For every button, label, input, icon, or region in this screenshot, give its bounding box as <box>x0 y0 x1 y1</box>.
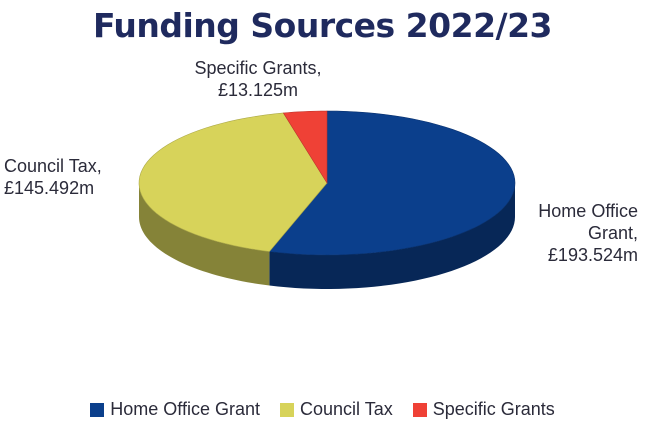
data-label-value: £145.492m <box>4 178 95 198</box>
data-label-value: £13.125m <box>217 80 299 100</box>
data-label-council-tax: Council Tax, £145.492m <box>4 155 154 199</box>
pie-slice-specific-grants[interactable] <box>282 110 328 185</box>
data-label-line: Specific Grants, <box>194 58 322 78</box>
legend: Home Office Grant Council Tax Specific G… <box>0 399 645 420</box>
legend-label: Specific Grants <box>432 399 555 419</box>
legend-swatch <box>412 402 427 417</box>
legend-swatch <box>279 402 294 417</box>
data-label-home-office-grant: Home Office Grant, £193.524m <box>508 200 638 266</box>
data-label-specific-grants: Specific Grants, £13.125m <box>168 57 348 101</box>
data-label-line: Grant, <box>587 223 638 243</box>
pie-slice-council-tax[interactable] <box>138 112 328 252</box>
data-label-line: Home Office <box>538 201 638 221</box>
legend-item-council-tax[interactable]: Council Tax <box>279 399 393 420</box>
legend-item-specific-grants[interactable]: Specific Grants <box>412 399 555 420</box>
pie-slice-home-office-grant[interactable] <box>268 110 516 256</box>
legend-label: Council Tax <box>299 399 393 419</box>
data-label-value: £193.524m <box>547 245 638 265</box>
legend-item-home-office-grant[interactable]: Home Office Grant <box>90 399 260 420</box>
pie-sides <box>139 183 515 289</box>
legend-swatch <box>90 402 105 417</box>
legend-label: Home Office Grant <box>110 399 260 419</box>
data-label-line: Council Tax, <box>4 156 102 176</box>
chart-title: Funding Sources 2022/23 <box>92 6 553 45</box>
pie-side-home-office-grant <box>269 183 515 289</box>
pie-tops <box>138 110 516 256</box>
pie-side-council-tax <box>139 183 270 286</box>
